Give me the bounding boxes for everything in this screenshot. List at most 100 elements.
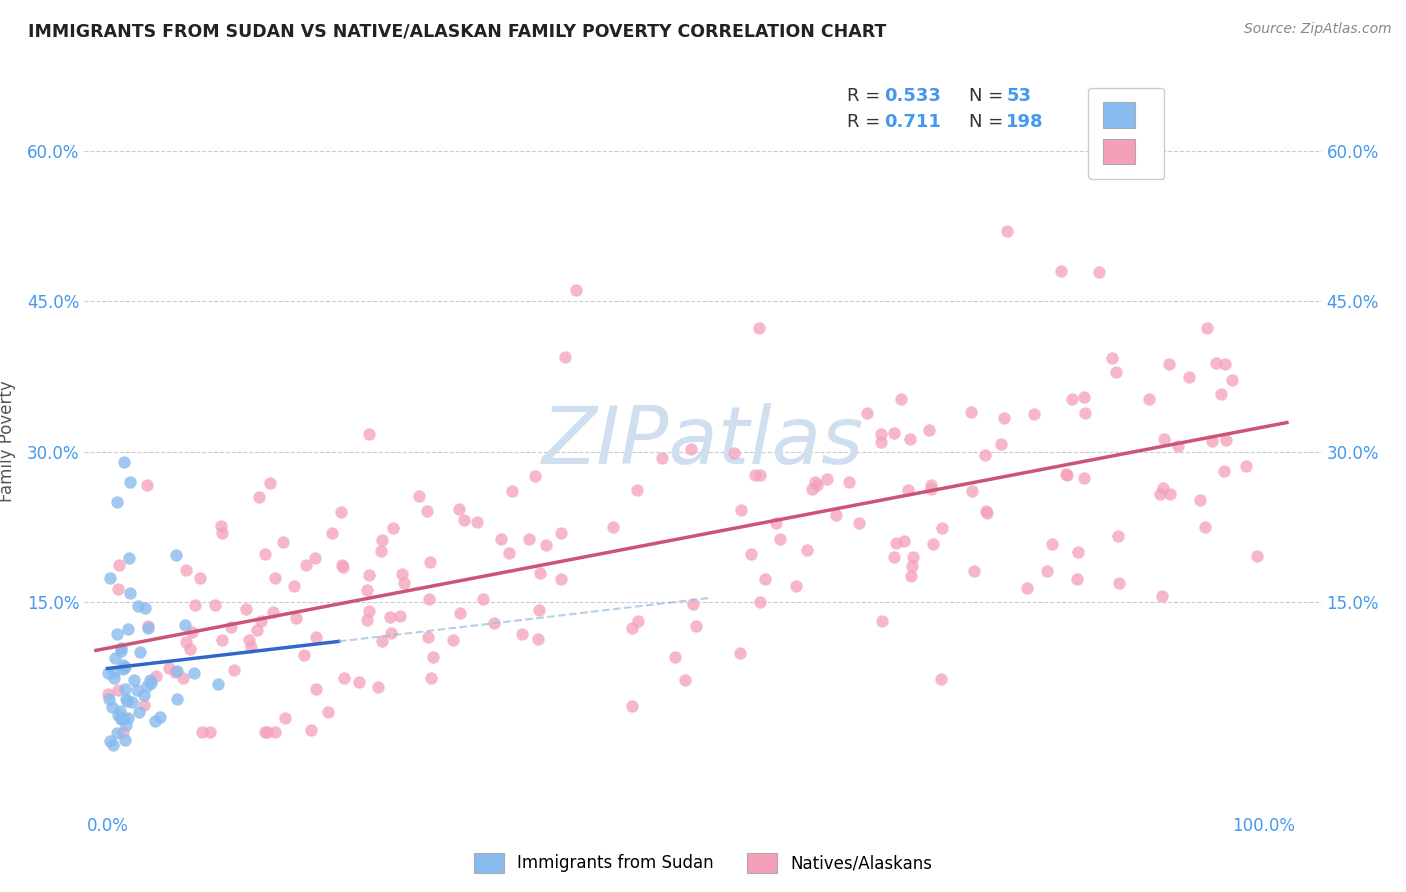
Point [1049, 264, 1071, 278]
Point [453, 513, 475, 527]
Point [800, 483, 823, 497]
Point [330, 558, 353, 573]
Point [728, 646, 751, 660]
Point [370, 544, 392, 558]
Point [380, 626, 402, 640]
Point [993, 410, 1015, 425]
Point [333, 671, 356, 685]
Point [349, 675, 371, 690]
Point [1073, 390, 1095, 404]
Point [316, 705, 339, 719]
Point [748, 595, 770, 609]
Point [883, 425, 905, 440]
Point [380, 610, 402, 624]
Point [173, 617, 195, 632]
Point [884, 536, 907, 550]
Point [917, 423, 939, 437]
Point [392, 575, 415, 590]
Point [114, 660, 136, 674]
Point [174, 635, 197, 649]
Point [1066, 572, 1088, 586]
Point [188, 571, 211, 585]
Point [565, 283, 588, 297]
Point [166, 692, 188, 706]
Point [262, 605, 284, 619]
Point [111, 724, 134, 739]
Point [207, 677, 229, 691]
Point [1213, 357, 1236, 371]
Point [110, 644, 132, 658]
Point [524, 469, 547, 483]
Point [136, 618, 159, 632]
Point [254, 724, 277, 739]
Text: R =: R = [846, 87, 886, 105]
Point [304, 551, 326, 566]
Point [283, 579, 305, 593]
Point [112, 711, 135, 725]
Point [990, 436, 1012, 450]
Point [356, 613, 378, 627]
Point [931, 521, 953, 535]
Point [108, 558, 131, 573]
Point [118, 551, 141, 566]
Point [550, 572, 572, 586]
Point [416, 630, 439, 644]
Legend: , : , [1088, 87, 1164, 178]
Point [748, 467, 770, 482]
Point [253, 547, 276, 561]
Point [104, 651, 127, 665]
Point [1107, 529, 1129, 543]
Point [108, 704, 131, 718]
Point [219, 620, 242, 634]
Point [1105, 364, 1128, 378]
Point [98, 734, 121, 748]
Point [1152, 589, 1174, 603]
Point [285, 611, 308, 625]
Point [122, 673, 145, 687]
Point [974, 504, 997, 518]
Point [416, 504, 439, 518]
Point [114, 718, 136, 732]
Point [329, 505, 352, 519]
Point [143, 714, 166, 728]
Point [184, 599, 207, 613]
Point [97, 666, 120, 681]
Point [815, 472, 838, 486]
Point [626, 483, 648, 497]
Point [179, 641, 201, 656]
Point [114, 732, 136, 747]
Point [898, 433, 921, 447]
Point [1178, 369, 1201, 384]
Text: 0.711: 0.711 [883, 113, 941, 131]
Point [166, 664, 188, 678]
Point [98, 692, 121, 706]
Point [117, 711, 139, 725]
Point [145, 669, 167, 683]
Point [963, 564, 986, 578]
Point [627, 614, 650, 628]
Point [922, 537, 945, 551]
Point [165, 548, 187, 562]
Point [222, 663, 245, 677]
Point [110, 640, 132, 655]
Point [482, 615, 505, 630]
Text: 0.533: 0.533 [883, 87, 941, 105]
Point [204, 598, 226, 612]
Point [107, 582, 129, 596]
Point [1073, 471, 1095, 485]
Point [134, 688, 156, 702]
Point [973, 448, 995, 462]
Point [471, 592, 494, 607]
Point [356, 583, 378, 598]
Text: Source: ZipAtlas.com: Source: ZipAtlas.com [1244, 22, 1392, 37]
Point [1153, 433, 1175, 447]
Point [359, 567, 381, 582]
Point [135, 478, 157, 492]
Point [824, 508, 846, 522]
Point [897, 483, 920, 497]
Point [1246, 549, 1268, 563]
Point [554, 350, 576, 364]
Point [96, 688, 118, 702]
Point [870, 435, 893, 450]
Point [105, 494, 128, 508]
